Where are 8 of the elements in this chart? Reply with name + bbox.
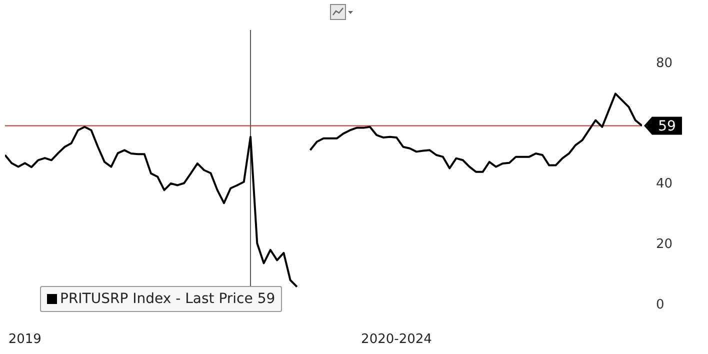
x-tick-label: 2020-2024 [361,332,432,348]
x-tick-label: 2019 [8,332,42,348]
y-tick-label: 20 [656,237,673,252]
y-tick-label: 40 [656,176,673,192]
legend-label: PRITUSRP Index - Last Price 59 [60,290,276,309]
ref-line-label: 59 [658,118,676,135]
y-tick-label: 0 [656,298,664,313]
y-tick-label: 80 [656,56,673,71]
